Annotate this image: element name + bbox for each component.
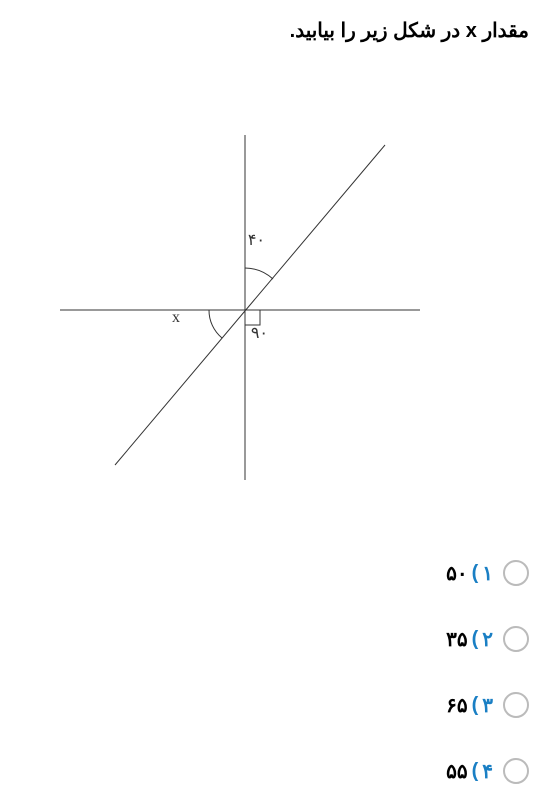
right-angle-marker <box>245 310 260 325</box>
option-text: ۵۵ <box>446 759 467 784</box>
option-1[interactable]: ۱) ۵۰ <box>446 560 529 586</box>
option-label: ۴) ۵۵ <box>446 759 493 784</box>
option-number: ۴ <box>482 759 493 784</box>
diagonal-line <box>115 145 385 465</box>
label-90: ۹۰ <box>251 325 268 342</box>
option-text: ۶۵ <box>446 693 467 718</box>
option-paren: ) <box>472 694 479 717</box>
option-3[interactable]: ۳) ۶۵ <box>446 692 529 718</box>
arc-40 <box>245 268 273 279</box>
option-paren: ) <box>472 562 479 585</box>
option-number: ۲ <box>482 627 493 652</box>
option-text: ۵۰ <box>446 561 467 586</box>
geometry-diagram: ۴۰ ۹۰ x <box>50 130 430 500</box>
option-number: ۱ <box>482 561 493 586</box>
question-title: مقدار x در شکل زیر را بیابید. <box>290 18 529 43</box>
radio-icon <box>503 758 529 784</box>
label-40: ۴۰ <box>248 232 265 249</box>
option-4[interactable]: ۴) ۵۵ <box>446 758 529 784</box>
label-x: x <box>172 309 180 326</box>
option-label: ۳) ۶۵ <box>446 693 493 718</box>
option-label: ۱) ۵۰ <box>446 561 493 586</box>
diagram-svg: ۴۰ ۹۰ x <box>50 130 430 500</box>
option-paren: ) <box>472 628 479 651</box>
option-paren: ) <box>472 760 479 783</box>
option-text: ۳۵ <box>446 627 467 652</box>
radio-icon <box>503 560 529 586</box>
option-number: ۳ <box>482 693 493 718</box>
arc-x <box>209 310 222 338</box>
radio-icon <box>503 692 529 718</box>
option-2[interactable]: ۲) ۳۵ <box>446 626 529 652</box>
radio-icon <box>503 626 529 652</box>
options-list: ۱) ۵۰ ۲) ۳۵ ۳) ۶۵ ۴) ۵۵ <box>446 560 529 784</box>
option-label: ۲) ۳۵ <box>446 627 493 652</box>
